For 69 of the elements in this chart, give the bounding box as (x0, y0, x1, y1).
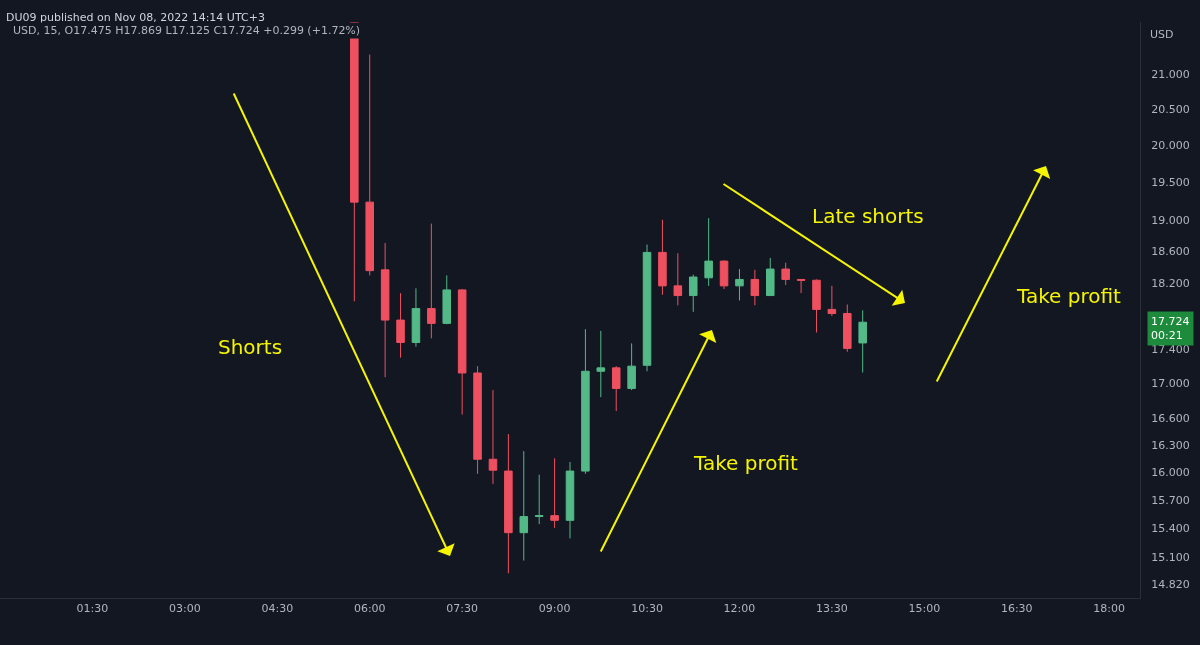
candlestick (781, 262, 790, 286)
x-tick-label: 12:00 (723, 602, 756, 616)
y-tick-label: 14.820 (1151, 577, 1190, 591)
y-tick-label: 19.500 (1151, 176, 1190, 190)
y-tick-label: 18.600 (1151, 245, 1190, 259)
y-tick-label: 17.400 (1151, 343, 1190, 357)
y-tick-label: 20.000 (1151, 139, 1190, 153)
x-tick-label: 06:00 (353, 602, 386, 616)
candlestick (627, 342, 636, 391)
y-tick-label: 16.300 (1151, 438, 1190, 452)
x-tick-label: 15:00 (908, 602, 941, 616)
candlestick (843, 304, 852, 353)
annotation: Take profit (693, 451, 799, 475)
candlestick (642, 244, 652, 372)
candlestick (427, 223, 436, 339)
text: 17.724 00:21 (1151, 315, 1190, 343)
candlestick (658, 219, 667, 296)
candlestick (550, 457, 559, 529)
candlestick (396, 292, 405, 359)
candlestick (365, 54, 374, 276)
annotation: Late shorts (812, 204, 924, 228)
candlestick (673, 252, 683, 306)
y-tick-label: 15.100 (1151, 550, 1190, 564)
candlestick (411, 287, 421, 348)
chart-title: DU09 published on Nov 08, 2022 14:14 UTC+3 (6, 10, 265, 24)
x-tick-label: 04:30 (261, 602, 294, 616)
x-tick-label: 01:30 (76, 602, 109, 616)
candlestick (596, 330, 606, 398)
candlestick (812, 278, 821, 334)
y-tick-label: 21.000 (1151, 67, 1190, 81)
candlestick (473, 365, 482, 475)
chart-subtitle: USD, 15, O17.475 H17.869 L17.125 C17.724 +0.299 (+1.72%) (13, 24, 361, 37)
x-tick-label: 10:30 (631, 602, 663, 616)
y-tick-label: 18.200 (1151, 277, 1190, 291)
candlestick (858, 309, 867, 374)
y-tick-label: 20.500 (1151, 103, 1190, 117)
y-tick-label: 16.600 (1151, 411, 1190, 425)
candlestick (704, 217, 713, 287)
y-tick-label: 15.700 (1151, 493, 1190, 507)
candlestick (766, 257, 775, 297)
y-tick-label: 16.000 (1151, 465, 1190, 479)
candlestick (380, 242, 390, 378)
candlestick (504, 433, 513, 574)
x-tick-label: 09:00 (538, 602, 571, 616)
candlestick (735, 268, 744, 301)
candlestick (611, 365, 621, 412)
candlestick (534, 474, 544, 525)
candlestick (750, 269, 760, 306)
x-tick-label: 16:30 (1000, 602, 1033, 616)
candlestick (488, 389, 498, 485)
candlestick (442, 274, 452, 325)
candlestick (565, 461, 575, 539)
candlestick (827, 285, 837, 317)
y-axis-title: USD (1150, 28, 1174, 41)
y-tick-label: 15.400 (1151, 521, 1190, 535)
annotation: Shorts (218, 335, 283, 359)
annotation: Take profit (1016, 284, 1122, 308)
candlestick (796, 278, 806, 294)
y-tick-label: 19.000 (1151, 214, 1190, 228)
x-tick-label: 03:00 (169, 602, 201, 616)
candlestick (719, 259, 729, 290)
candlestick (581, 328, 590, 475)
x-tick-label: 18:00 (1093, 602, 1126, 616)
x-tick-label: 13:30 (816, 602, 848, 616)
candlestick (519, 450, 529, 562)
candlestick (457, 288, 467, 416)
y-tick-label: 17.000 (1151, 377, 1190, 391)
x-tick-label: 07:30 (446, 602, 479, 616)
candlestick (688, 274, 698, 313)
